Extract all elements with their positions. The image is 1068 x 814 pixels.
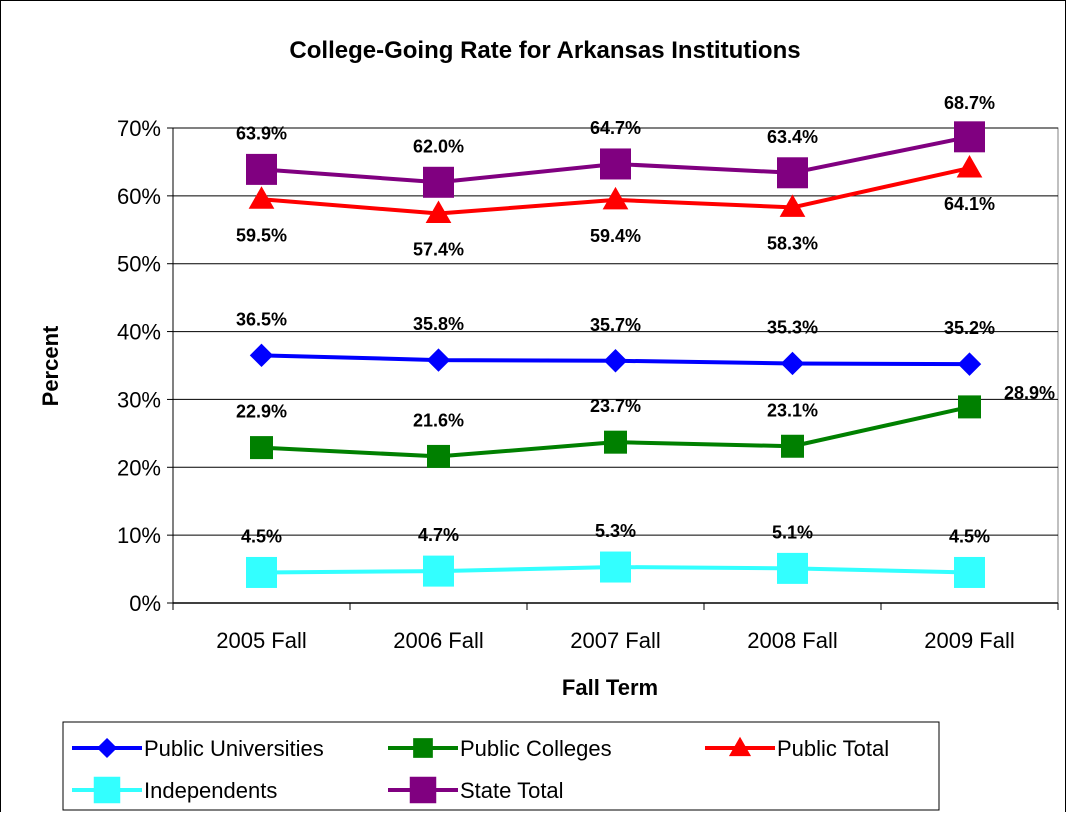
x-tick-label: 2007 Fall — [570, 628, 661, 653]
legend-marker-public-total — [728, 736, 752, 757]
legend-label-public-colleges: Public Colleges — [460, 736, 612, 761]
data-label-public-universities: 35.2% — [944, 318, 995, 338]
data-label-independents: 5.3% — [595, 521, 636, 541]
y-tick-label: 0% — [129, 591, 161, 616]
legend-label-public-total: Public Total — [777, 736, 889, 761]
data-label-independents: 5.1% — [772, 522, 813, 542]
data-point-public-colleges — [427, 444, 450, 468]
y-tick-label: 60% — [117, 184, 161, 209]
data-label-public-total: 58.3% — [767, 233, 818, 253]
data-label-state-total: 62.0% — [413, 136, 464, 156]
x-tick-label: 2008 Fall — [747, 628, 838, 653]
data-label-public-universities: 35.8% — [413, 314, 464, 334]
data-point-public-universities — [957, 352, 982, 376]
legend-marker-state-total — [409, 776, 437, 804]
data-point-public-colleges — [604, 430, 627, 454]
data-label-public-universities: 35.7% — [590, 315, 641, 335]
data-label-independents: 4.5% — [949, 526, 990, 546]
legend-label-independents: Independents — [144, 778, 277, 803]
data-point-state-total — [777, 157, 808, 189]
data-point-state-total — [423, 166, 454, 198]
data-point-public-total — [425, 200, 452, 223]
data-point-independents — [777, 552, 808, 584]
data-label-state-total: 63.4% — [767, 127, 818, 147]
x-tick-label: 2005 Fall — [216, 628, 307, 653]
y-tick-label: 70% — [117, 116, 161, 141]
legend-marker-independents — [93, 776, 121, 804]
data-label-public-colleges: 21.6% — [413, 410, 464, 430]
data-point-public-colleges — [958, 395, 981, 419]
data-point-independents — [600, 551, 631, 583]
data-label-state-total: 64.7% — [590, 118, 641, 138]
legend-box — [62, 721, 940, 811]
data-label-public-total: 64.1% — [944, 194, 995, 214]
data-point-public-total — [956, 155, 983, 178]
data-label-independents: 4.5% — [241, 526, 282, 546]
data-point-independents — [423, 555, 454, 587]
data-label-state-total: 68.7% — [944, 93, 995, 113]
data-label-public-universities: 36.5% — [236, 309, 287, 329]
legend-marker-public-colleges — [413, 738, 433, 758]
data-label-public-colleges: 22.9% — [236, 402, 287, 422]
data-point-state-total — [246, 153, 277, 185]
data-point-state-total — [954, 121, 985, 153]
data-point-public-total — [248, 186, 275, 209]
y-tick-label: 50% — [117, 252, 161, 277]
plot-area: 0% 10% 20% 30% 40% 50% 60% 70% 2005 Fall 2006 Fal… — [117, 93, 1059, 653]
data-label-public-colleges: 28.9% — [1004, 383, 1055, 403]
y-tick-label: 40% — [117, 320, 161, 345]
data-point-public-total — [779, 194, 806, 217]
data-label-public-total: 59.4% — [590, 226, 641, 246]
legend-label-state-total: State Total — [460, 778, 564, 803]
data-label-public-colleges: 23.1% — [767, 400, 818, 420]
data-point-public-universities — [249, 343, 274, 368]
data-point-public-colleges — [250, 436, 273, 460]
data-point-public-universities — [603, 349, 628, 373]
data-point-public-universities — [426, 348, 451, 372]
data-point-public-total — [602, 186, 629, 210]
y-axis-title: Percent — [38, 325, 63, 406]
chart-title: College-Going Rate for Arkansas Institut… — [289, 37, 800, 64]
data-point-state-total — [600, 148, 631, 180]
x-tick-label: 2006 Fall — [393, 628, 484, 653]
data-label-independents: 4.7% — [418, 525, 459, 545]
data-label-public-colleges: 23.7% — [590, 396, 641, 416]
x-tick-label: 2009 Fall — [924, 628, 1015, 653]
y-tick-label: 30% — [117, 387, 161, 412]
data-label-public-universities: 35.3% — [767, 317, 818, 337]
data-point-public-universities — [780, 351, 805, 376]
data-point-public-colleges — [781, 434, 804, 458]
data-label-state-total: 63.9% — [236, 123, 287, 143]
data-point-independents — [954, 556, 985, 588]
legend-marker-public-universities — [96, 737, 118, 759]
data-label-public-total: 57.4% — [413, 240, 464, 260]
data-point-independents — [246, 556, 277, 588]
y-tick-label: 20% — [117, 455, 161, 480]
legend: Public Universities Public Colleges Public… — [62, 721, 940, 811]
legend-label-public-universities: Public Universities — [144, 736, 324, 761]
data-label-public-total: 59.5% — [236, 225, 287, 245]
x-axis-title: Fall Term — [562, 675, 658, 700]
y-tick-label: 10% — [117, 523, 161, 548]
